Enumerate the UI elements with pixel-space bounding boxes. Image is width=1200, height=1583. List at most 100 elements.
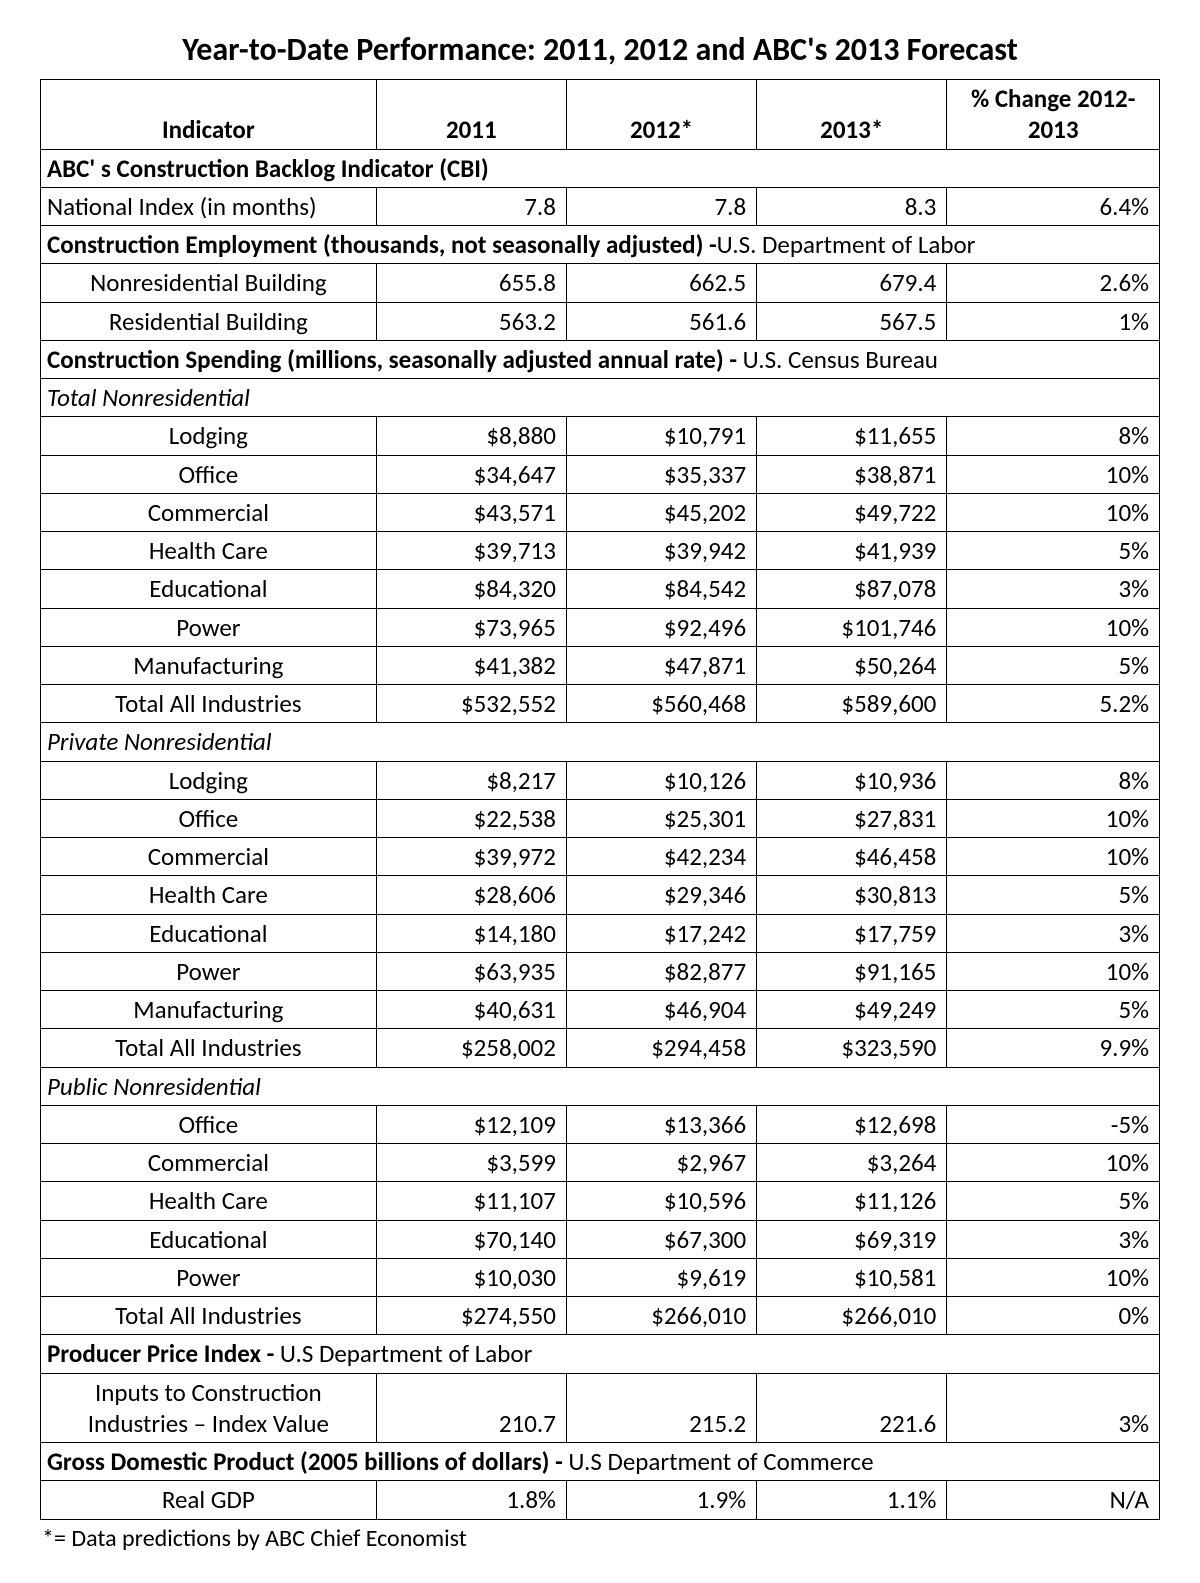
cell-value: $29,346: [566, 876, 756, 914]
row-label: Health Care: [41, 876, 377, 914]
cell-value: $11,655: [757, 417, 947, 455]
row-label: Commercial: [41, 838, 377, 876]
cell-value: 561.6: [566, 302, 756, 340]
cell-value: $101,746: [757, 608, 947, 646]
cell-value: 1%: [947, 302, 1160, 340]
row-label: Manufacturing: [41, 991, 377, 1029]
cell-value: $35,337: [566, 455, 756, 493]
cell-value: $12,698: [757, 1105, 947, 1143]
col-2011: 2011: [376, 80, 566, 150]
performance-table: Indicator 2011 2012* 2013* % Change 2012…: [40, 79, 1160, 1520]
cell-value: 563.2: [376, 302, 566, 340]
cell-value: 7.8: [566, 187, 756, 225]
row-label: Nonresidential Building: [41, 264, 377, 302]
table-row: Total All Industries$532,552$560,468$589…: [41, 685, 1160, 723]
cell-value: $10,581: [757, 1258, 947, 1296]
col-indicator: Indicator: [41, 80, 377, 150]
row-label: Lodging: [41, 761, 377, 799]
table-row: Power$10,030$9,619$10,58110%: [41, 1258, 1160, 1296]
cell-value: $10,791: [566, 417, 756, 455]
col-2012: 2012*: [566, 80, 756, 150]
cell-value: $22,538: [376, 799, 566, 837]
section-header: Producer Price Index - U.S Department of…: [41, 1335, 1160, 1373]
cell-value: $10,596: [566, 1182, 756, 1220]
row-label: Health Care: [41, 1182, 377, 1220]
section-header-row: Construction Spending (millions, seasona…: [41, 340, 1160, 378]
cell-value: $84,542: [566, 570, 756, 608]
cell-value: $40,631: [376, 991, 566, 1029]
cell-value: 7.8: [376, 187, 566, 225]
cell-value: 8.3: [757, 187, 947, 225]
subsection-title: Public Nonresidential: [41, 1067, 1160, 1105]
cell-value: $84,320: [376, 570, 566, 608]
row-label: Inputs to Construction Industries – Inde…: [41, 1373, 377, 1443]
cell-value: 10%: [947, 838, 1160, 876]
row-label: Total All Industries: [41, 685, 377, 723]
cell-value: $63,935: [376, 952, 566, 990]
cell-value: $73,965: [376, 608, 566, 646]
cell-value: $41,939: [757, 532, 947, 570]
cell-value: 10%: [947, 1258, 1160, 1296]
cell-value: $560,468: [566, 685, 756, 723]
cell-value: $3,599: [376, 1144, 566, 1182]
table-row: Educational$70,140$67,300$69,3193%: [41, 1220, 1160, 1258]
table-row: Commercial$3,599$2,967$3,26410%: [41, 1144, 1160, 1182]
subsection-title: Total Nonresidential: [41, 379, 1160, 417]
row-label: Commercial: [41, 493, 377, 531]
row-label: Residential Building: [41, 302, 377, 340]
row-label: Office: [41, 799, 377, 837]
cell-value: $258,002: [376, 1029, 566, 1067]
cell-value: 3%: [947, 570, 1160, 608]
table-row: Power$63,935$82,877$91,16510%: [41, 952, 1160, 990]
table-row: Office$12,109$13,366$12,698-5%: [41, 1105, 1160, 1143]
table-row: Power$73,965$92,496$101,74610%: [41, 608, 1160, 646]
cell-value: $11,107: [376, 1182, 566, 1220]
cell-value: $46,904: [566, 991, 756, 1029]
cell-value: $12,109: [376, 1105, 566, 1143]
row-label: Commercial: [41, 1144, 377, 1182]
cell-value: $87,078: [757, 570, 947, 608]
subsection-title: Private Nonresidential: [41, 723, 1160, 761]
row-label: Educational: [41, 1220, 377, 1258]
cell-value: $46,458: [757, 838, 947, 876]
table-row: Educational$84,320$84,542$87,0783%: [41, 570, 1160, 608]
row-label: Power: [41, 608, 377, 646]
cell-value: $3,264: [757, 1144, 947, 1182]
cell-value: $10,030: [376, 1258, 566, 1296]
table-row: Inputs to Construction Industries – Inde…: [41, 1373, 1160, 1443]
cell-value: 10%: [947, 455, 1160, 493]
table-row: Total All Industries$258,002$294,458$323…: [41, 1029, 1160, 1067]
cell-value: 5.2%: [947, 685, 1160, 723]
cell-value: $39,942: [566, 532, 756, 570]
cell-value: 1.1%: [757, 1481, 947, 1519]
table-row: Residential Building563.2561.6567.51%: [41, 302, 1160, 340]
cell-value: $25,301: [566, 799, 756, 837]
cell-value: 10%: [947, 1144, 1160, 1182]
section-header-row: Producer Price Index - U.S Department of…: [41, 1335, 1160, 1373]
cell-value: $39,972: [376, 838, 566, 876]
cell-value: $67,300: [566, 1220, 756, 1258]
table-row: Real GDP1.8%1.9%1.1%N/A: [41, 1481, 1160, 1519]
section-header-row: ABC' s Construction Backlog Indicator (C…: [41, 149, 1160, 187]
table-row: Educational$14,180$17,242$17,7593%: [41, 914, 1160, 952]
cell-value: 679.4: [757, 264, 947, 302]
cell-value: $39,713: [376, 532, 566, 570]
cell-value: -5%: [947, 1105, 1160, 1143]
subsection-row: Private Nonresidential: [41, 723, 1160, 761]
cell-value: $14,180: [376, 914, 566, 952]
section-header-row: Gross Domestic Product (2005 billions of…: [41, 1443, 1160, 1481]
cell-value: $28,606: [376, 876, 566, 914]
cell-value: $589,600: [757, 685, 947, 723]
col-2013: 2013*: [757, 80, 947, 150]
row-label: National Index (in months): [41, 187, 377, 225]
cell-value: 1.9%: [566, 1481, 756, 1519]
table-row: Health Care$11,107$10,596$11,1265%: [41, 1182, 1160, 1220]
cell-value: 662.5: [566, 264, 756, 302]
cell-value: $70,140: [376, 1220, 566, 1258]
row-label: Office: [41, 1105, 377, 1143]
cell-value: 567.5: [757, 302, 947, 340]
cell-value: 221.6: [757, 1373, 947, 1443]
cell-value: $34,647: [376, 455, 566, 493]
cell-value: $266,010: [566, 1297, 756, 1335]
cell-value: $8,880: [376, 417, 566, 455]
